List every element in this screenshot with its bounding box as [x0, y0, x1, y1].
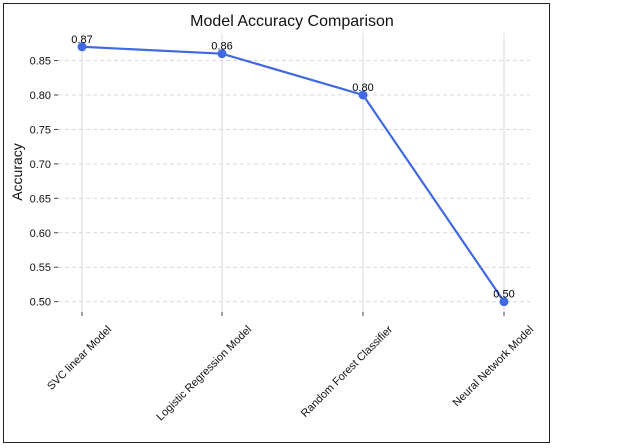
y-tick-label: 0.65	[30, 193, 51, 205]
y-tick-label: 0.50	[30, 297, 51, 309]
data-label: 0.80	[352, 82, 373, 94]
chart-frame	[3, 3, 550, 443]
y-tick-label: 0.75	[30, 124, 51, 136]
data-point	[499, 297, 509, 307]
y-tick-label: 0.55	[30, 262, 51, 274]
data-label: 0.87	[71, 34, 92, 46]
data-point	[358, 90, 368, 100]
data-point	[217, 49, 227, 59]
x-tick-label: Random Forest Classifier	[299, 323, 395, 419]
series-line	[81, 45, 505, 303]
x-tick-label: Logistic Regression Model	[154, 324, 254, 424]
x-tick-label: SVC linear Model	[45, 324, 114, 393]
y-tick-label: 0.60	[30, 228, 51, 240]
y-tick-label: 0.70	[30, 159, 51, 171]
x-tick-label: Neural Network Model	[451, 324, 536, 409]
y-tick-label: 0.80	[30, 90, 51, 102]
data-point	[77, 42, 87, 52]
y-tick-label: 0.85	[30, 56, 51, 68]
data-label: 0.50	[493, 289, 514, 301]
y-axis-label: Accuracy	[9, 143, 25, 201]
chart-title: Model Accuracy Comparison	[190, 13, 394, 30]
data-label: 0.86	[211, 41, 232, 53]
